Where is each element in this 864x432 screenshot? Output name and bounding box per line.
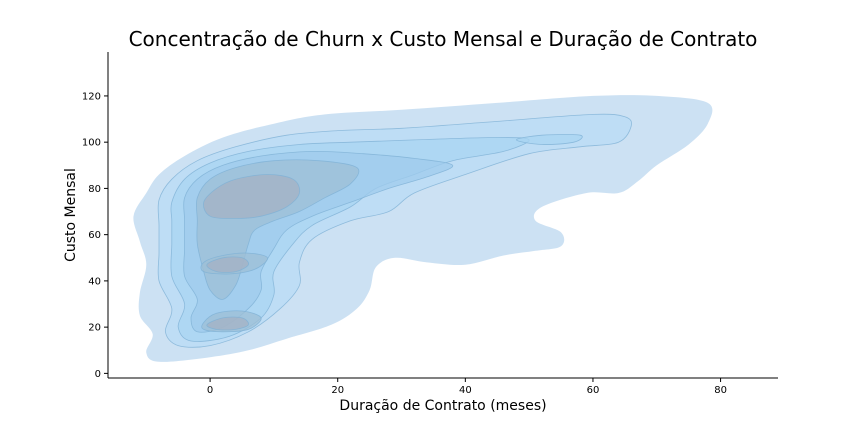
y-tick-label: 0 (95, 369, 101, 380)
y-tick-label: 120 (82, 91, 101, 102)
x-tick-label: 80 (714, 385, 727, 396)
y-tick-label: 100 (82, 138, 101, 149)
y-tick-label: 60 (88, 230, 101, 241)
density-level-3-region-3 (515, 134, 583, 145)
x-axis-label: Duração de Contrato (meses) (339, 398, 546, 414)
density-level-6-region-8 (203, 174, 301, 219)
x-tick-label: 40 (459, 385, 472, 396)
y-tick-label: 80 (88, 184, 101, 195)
density-level-6-region-9 (206, 256, 249, 273)
chart-title: Concentração de Churn x Custo Mensal e D… (129, 27, 758, 51)
x-tick-label: 60 (587, 385, 600, 396)
density-level-6-region-10 (206, 316, 249, 331)
density-regions (133, 95, 713, 362)
y-axis-label: Custo Mensal (63, 168, 79, 262)
x-tick-label: 0 (207, 385, 213, 396)
y-tick-label: 20 (88, 323, 101, 334)
y-tick-label: 40 (88, 276, 101, 287)
x-tick-label: 20 (331, 385, 344, 396)
x-ticks: 0 20 40 60 80 (207, 378, 727, 396)
y-ticks: 0 20 40 60 80 100 120 (82, 91, 108, 380)
